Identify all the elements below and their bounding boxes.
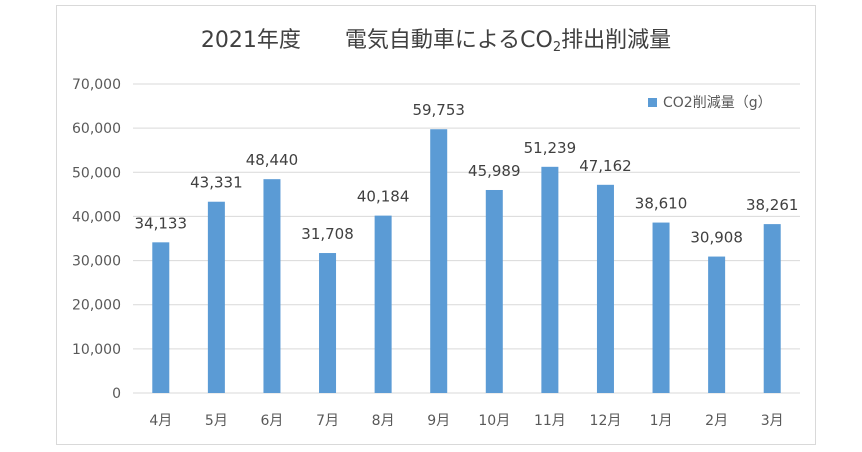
x-tick-label: 6月 — [260, 413, 283, 429]
x-tick-label: 10月 — [478, 413, 510, 429]
data-label: 48,440 — [246, 151, 299, 169]
data-label: 38,261 — [746, 196, 799, 214]
y-tick-label: 0 — [112, 386, 121, 402]
bar — [708, 256, 726, 393]
data-label: 31,708 — [301, 225, 354, 243]
bar — [541, 166, 559, 393]
legend: CO2削減量（g） — [648, 92, 772, 112]
x-tick-label: 4月 — [149, 413, 172, 429]
data-label: 45,989 — [468, 162, 521, 180]
x-tick-label: 5月 — [205, 413, 228, 429]
x-tick-label: 8月 — [372, 413, 395, 429]
data-label: 38,610 — [635, 195, 688, 213]
x-tick-label: 9月 — [427, 413, 450, 429]
legend-label: CO2削減量（g） — [663, 95, 772, 111]
bar — [485, 189, 503, 393]
chart-title-main: 2021年度 電気自動車によるCO — [200, 28, 553, 53]
x-tick-label: 7月 — [316, 413, 339, 429]
data-label: 43,331 — [190, 174, 243, 192]
y-tick-label: 50,000 — [72, 165, 121, 181]
bar — [319, 253, 337, 393]
bar — [652, 222, 670, 393]
bar — [430, 129, 448, 393]
bar — [374, 215, 392, 393]
y-tick-label: 30,000 — [72, 254, 121, 270]
chart-title: 2021年度 電気自動車によるCO2排出削減量 — [56, 22, 816, 54]
x-tick-label: 1月 — [650, 413, 673, 429]
data-label: 30,908 — [690, 229, 743, 247]
y-tick-label: 20,000 — [72, 298, 121, 314]
data-label: 51,239 — [524, 139, 577, 157]
x-tick-label: 2月 — [705, 413, 728, 429]
bar — [207, 201, 225, 393]
x-tick-label: 12月 — [590, 413, 622, 429]
chart-title-subscript: 2 — [552, 40, 562, 55]
x-tick-label: 3月 — [761, 413, 784, 429]
chart-title-end: 排出削減量 — [561, 28, 672, 53]
bar — [596, 184, 614, 393]
y-tick-label: 70,000 — [72, 77, 121, 93]
y-tick-label: 10,000 — [72, 342, 121, 358]
legend-swatch — [648, 97, 657, 107]
y-tick-label: 40,000 — [72, 209, 121, 225]
x-tick-label: 11月 — [534, 413, 566, 429]
bar — [763, 224, 781, 393]
data-label: 40,184 — [357, 188, 410, 206]
data-label: 47,162 — [579, 157, 632, 175]
data-label: 59,753 — [412, 101, 465, 119]
y-tick-label: 60,000 — [72, 121, 121, 137]
bar — [263, 179, 281, 393]
bar — [152, 242, 170, 393]
data-label: 34,133 — [135, 214, 188, 232]
